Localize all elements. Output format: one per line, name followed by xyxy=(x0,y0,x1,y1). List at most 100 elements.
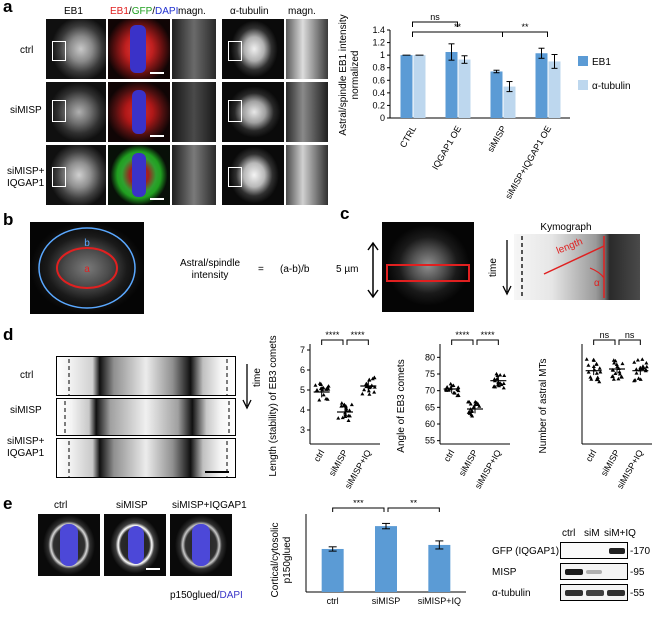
micrograph-eb3-cell xyxy=(382,222,474,312)
mw-170: -170 xyxy=(630,546,651,557)
sig-label: **** xyxy=(325,330,340,340)
bar xyxy=(428,544,451,592)
x-tick-label: siMISP+IQGAP1 OE xyxy=(503,124,553,201)
scale-bar xyxy=(146,568,160,570)
data-point xyxy=(372,375,377,379)
y-tick-label: 60 xyxy=(425,419,435,429)
alpha-label: α xyxy=(594,278,600,289)
magnification-box xyxy=(52,100,66,122)
micrograph-magn-eb1-simisp-iqgap1 xyxy=(172,145,216,205)
kymograph-image: length α xyxy=(514,234,640,300)
micrograph-eb1-simisp-iqgap1 xyxy=(46,145,106,205)
data-point xyxy=(611,358,616,362)
data-point xyxy=(641,365,646,370)
data-point xyxy=(362,387,367,392)
plot3-ylabel: Number of astral MTs xyxy=(538,358,549,453)
scale-arrow xyxy=(367,241,379,299)
row-label-simisp: siMISP xyxy=(10,105,42,116)
sig-label: **** xyxy=(481,330,496,340)
row-label-simisp-iqgap-1: siMISP+ xyxy=(7,166,45,177)
dapi-chromosomes xyxy=(132,153,146,197)
data-point xyxy=(617,369,622,374)
dapi-chromosomes xyxy=(132,90,146,134)
data-point xyxy=(452,391,457,395)
data-point xyxy=(634,371,639,375)
blot-band xyxy=(586,570,602,574)
sig-bracket-2 xyxy=(387,507,440,512)
time-arrow-c xyxy=(502,240,512,296)
data-point xyxy=(466,399,471,404)
data-point xyxy=(364,381,369,386)
micrograph-magn-tubulin-ctrl xyxy=(286,19,328,79)
data-point xyxy=(341,403,346,408)
data-point xyxy=(497,383,502,388)
x-tick-label: siMISP xyxy=(599,448,622,478)
data-point xyxy=(591,364,596,368)
panel-label-e: e xyxy=(3,494,13,513)
sig-label: ns xyxy=(625,330,635,340)
scale-bar xyxy=(150,198,164,200)
y-axis-label-line-2: p150glued xyxy=(282,537,293,584)
data-point xyxy=(317,398,322,402)
scale-label-5um: 5 µm xyxy=(336,264,359,275)
data-point xyxy=(347,408,352,412)
micrograph-tubulin-simisp xyxy=(222,82,284,142)
y-tick-label: 7 xyxy=(300,345,305,355)
dapi-chromosomes xyxy=(192,524,210,566)
data-point xyxy=(594,362,599,366)
inner-region-label: a xyxy=(84,264,90,275)
scatter-plots-eb3: Length (stability) of EB3 comets Angle o… xyxy=(268,330,652,490)
bar-eb1 xyxy=(490,71,503,118)
bar xyxy=(321,548,344,592)
panel-label-a: a xyxy=(3,0,13,16)
y-axis-label-line-1: Cortical/cytosolic xyxy=(270,522,281,597)
y-axis-label-line-1: Astral/spindle EB1 intensity xyxy=(338,14,349,135)
data-point xyxy=(346,418,351,422)
sig-label: ns xyxy=(600,330,610,340)
data-point xyxy=(339,401,344,405)
col-label-tubulin: α-tubulin xyxy=(230,6,269,17)
y-tick-label: 70 xyxy=(425,386,435,396)
data-point xyxy=(597,379,602,384)
data-point xyxy=(588,375,593,379)
data-point xyxy=(636,376,641,380)
col-label-merge: EB1/GFP/DAPI xyxy=(110,6,179,17)
scale-bar xyxy=(150,72,164,74)
bar-eb1 xyxy=(445,52,458,118)
sig-label: **** xyxy=(455,330,470,340)
legend-swatch-eb1 xyxy=(578,56,588,66)
data-point xyxy=(597,366,602,370)
data-point xyxy=(325,397,330,401)
blot-band xyxy=(565,590,583,596)
bar-tubulin xyxy=(503,86,516,118)
sig-bracket xyxy=(476,339,499,345)
x-tick-label: siMISP xyxy=(457,448,480,478)
data-point xyxy=(614,362,619,366)
formula-lhs-1: Astral/spindle xyxy=(179,258,241,269)
bar-eb1 xyxy=(535,53,548,118)
dapi-chromosomes xyxy=(60,524,78,566)
sig-bracket-2 xyxy=(502,31,548,37)
micrograph-merge-simisp xyxy=(108,82,170,142)
x-tick-label: ctrl xyxy=(312,448,327,463)
scale-bar xyxy=(150,135,164,137)
data-point xyxy=(644,364,649,369)
data-point xyxy=(612,360,617,365)
inner-ellipse xyxy=(56,247,118,289)
data-point xyxy=(336,416,341,420)
data-point xyxy=(349,402,354,407)
sig-bracket-1-label: *** xyxy=(353,500,364,508)
y-tick-label: 55 xyxy=(425,436,435,446)
sig-bracket xyxy=(618,339,641,345)
micrograph-p150-ctrl xyxy=(38,514,100,576)
data-point xyxy=(467,410,472,414)
data-point xyxy=(451,383,456,388)
micrograph-p150-simisp xyxy=(104,514,166,576)
y-tick-label: 1 xyxy=(380,50,385,60)
sig-bracket-2-label: ** xyxy=(410,500,418,508)
data-point xyxy=(347,413,352,418)
data-point xyxy=(477,404,482,408)
time-arrow-d xyxy=(242,364,252,410)
data-point xyxy=(468,401,473,406)
col-label-eb1: EB1 xyxy=(64,6,83,17)
